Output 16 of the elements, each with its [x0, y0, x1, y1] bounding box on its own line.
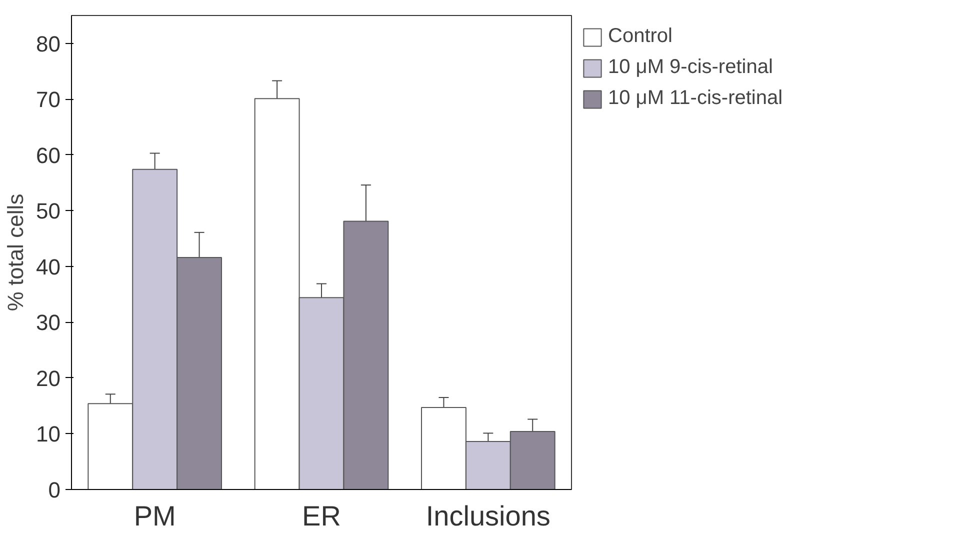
- x-tick-label: PM: [134, 500, 176, 532]
- y-tick-label: 70: [36, 87, 61, 112]
- y-axis-title: % total cells: [3, 194, 28, 312]
- y-tick-label: 60: [36, 142, 61, 168]
- legend-label: 10 μM 9-cis-retinal: [608, 56, 773, 79]
- y-tick-label: 20: [36, 366, 61, 391]
- y-tick-label: 40: [36, 254, 61, 280]
- x-tick-label: ER: [302, 500, 341, 532]
- x-tick-label: Inclusions: [426, 500, 550, 532]
- y-tick-label: 80: [36, 31, 61, 56]
- y-tick-label: 10: [36, 422, 61, 447]
- y-tick-label: 30: [36, 310, 61, 336]
- y-tick-label: 0: [48, 478, 61, 502]
- y-tick-label: 50: [36, 198, 61, 224]
- legend-label: 10 μM 11-cis-retinal: [608, 87, 783, 110]
- legend-label: Control: [608, 25, 672, 48]
